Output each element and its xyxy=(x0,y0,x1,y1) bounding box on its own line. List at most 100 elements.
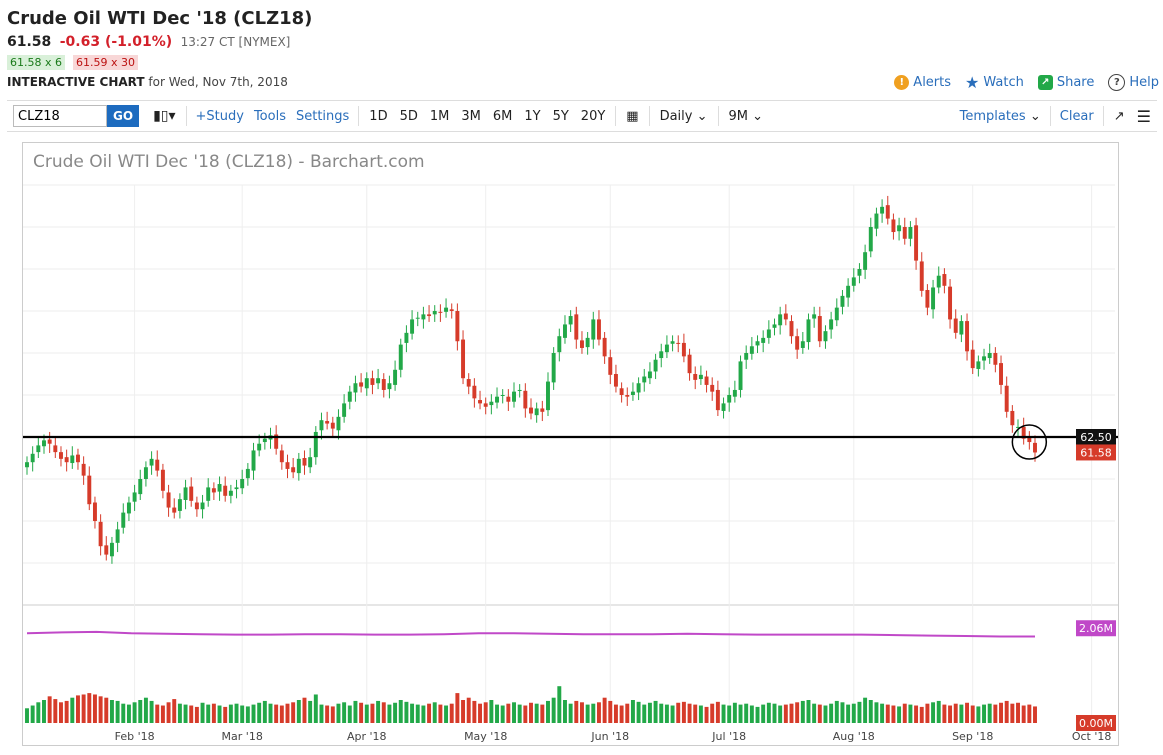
range-3m[interactable]: 3M xyxy=(461,108,481,124)
candle-body xyxy=(579,340,584,348)
volume-bar xyxy=(540,704,545,723)
range-1y[interactable]: 1Y xyxy=(524,108,541,124)
volume-bar xyxy=(596,702,601,723)
candle-body xyxy=(211,488,216,493)
candle-body xyxy=(172,507,177,513)
candle-body xyxy=(676,342,681,344)
separator xyxy=(717,106,719,126)
candle-body xyxy=(642,376,647,383)
volume-bar xyxy=(206,704,211,723)
calendar-icon[interactable]: ▦ xyxy=(626,108,639,124)
volume-bar xyxy=(36,702,41,723)
clear-button[interactable]: Clear xyxy=(1059,108,1094,124)
range-6m[interactable]: 6M xyxy=(492,108,513,124)
candle-body xyxy=(251,450,256,471)
candles xyxy=(25,195,1037,564)
candle-body xyxy=(92,502,97,521)
candlestick-icon[interactable]: ▮▯▾ xyxy=(153,108,176,124)
candle-body xyxy=(98,521,103,547)
candle-body xyxy=(138,479,143,495)
watch-link[interactable]: ★ Watch xyxy=(965,73,1024,92)
range-5y[interactable]: 5Y xyxy=(552,108,569,124)
range-5d[interactable]: 5D xyxy=(399,108,418,124)
range-20y[interactable]: 20Y xyxy=(580,108,606,124)
volume-bar xyxy=(104,697,109,723)
symbol-input[interactable] xyxy=(13,105,107,127)
candle-body xyxy=(336,416,341,431)
volume-bar xyxy=(885,704,890,723)
volume-bar xyxy=(919,706,924,723)
volume-bar xyxy=(359,702,364,723)
candle-body xyxy=(795,336,800,350)
expand-icon[interactable]: ↗ xyxy=(1113,108,1125,124)
candle-body xyxy=(228,490,233,496)
help-icon: ? xyxy=(1108,74,1126,91)
candle-body xyxy=(800,341,805,348)
candle-body xyxy=(500,395,505,396)
date-tick-label: Jul '18 xyxy=(711,730,746,743)
volume-bar xyxy=(353,700,358,723)
grid xyxy=(23,184,1118,723)
tools-button[interactable]: Tools xyxy=(253,108,286,124)
candle-body xyxy=(999,363,1003,385)
volume-bar xyxy=(834,700,839,723)
volume-bar xyxy=(1021,705,1026,723)
volume-bar xyxy=(783,704,788,723)
candle-body xyxy=(931,287,936,310)
volume-bar xyxy=(619,705,624,723)
candle-body xyxy=(891,219,896,233)
candle-body xyxy=(681,342,686,357)
candle-body xyxy=(993,353,998,365)
volume-bar xyxy=(302,697,307,723)
candle-body xyxy=(976,361,981,369)
study-button[interactable]: +Study xyxy=(195,108,244,124)
alerts-link[interactable]: ! Alerts xyxy=(894,75,951,90)
templates-dropdown[interactable]: Templates ⌄ xyxy=(955,109,1046,124)
candle-body xyxy=(744,353,749,360)
volume-bar xyxy=(982,704,987,723)
candle-body xyxy=(761,337,766,343)
candle-body xyxy=(959,321,964,335)
candle-body xyxy=(523,390,528,409)
share-link[interactable]: ↗ Share xyxy=(1037,75,1094,90)
range-1d[interactable]: 1D xyxy=(369,108,388,124)
candle-body xyxy=(200,502,205,510)
candle-body xyxy=(874,213,879,229)
volume-bar xyxy=(857,701,862,723)
volume-bar xyxy=(121,703,126,723)
candle-body xyxy=(427,314,432,317)
range-1m[interactable]: 1M xyxy=(429,108,450,124)
ask-badge: 61.59 x 30 xyxy=(73,55,138,70)
candle-body xyxy=(749,346,754,354)
date-tick-label: Apr '18 xyxy=(347,730,387,743)
settings-button[interactable]: Settings xyxy=(295,108,350,124)
menu-icon[interactable]: ☰ xyxy=(1136,106,1151,126)
last-price-label-bg xyxy=(1076,444,1116,461)
volume-bar xyxy=(59,702,63,723)
volume-bar xyxy=(138,700,143,723)
candle-body xyxy=(302,458,307,466)
volume-bar xyxy=(721,704,726,723)
separator xyxy=(615,106,617,126)
separator xyxy=(648,106,650,126)
volume-bar xyxy=(874,702,879,723)
interval-dropdown[interactable]: Daily ⌄ xyxy=(654,109,714,124)
volume-bar xyxy=(398,700,403,723)
candle-body xyxy=(517,389,522,391)
candle-body xyxy=(342,403,347,417)
candle-body xyxy=(183,487,188,500)
candle-body xyxy=(483,403,488,407)
volume-bar xyxy=(551,697,556,723)
volume-bar xyxy=(868,700,873,723)
price-chart[interactable]: Crude Oil WTI Dec '18 (CLZ18) - Barchart… xyxy=(22,142,1119,746)
candle-body xyxy=(115,529,120,543)
volume-bar xyxy=(149,700,154,723)
volume-bar xyxy=(608,700,613,723)
go-button[interactable]: GO xyxy=(107,105,140,127)
candle-body xyxy=(732,389,737,397)
volume-bar xyxy=(387,704,392,723)
volume-bar xyxy=(766,702,771,723)
period-dropdown[interactable]: 9M ⌄ xyxy=(723,109,770,124)
help-link[interactable]: ? Help xyxy=(1108,74,1159,91)
volume-bar xyxy=(908,704,913,723)
